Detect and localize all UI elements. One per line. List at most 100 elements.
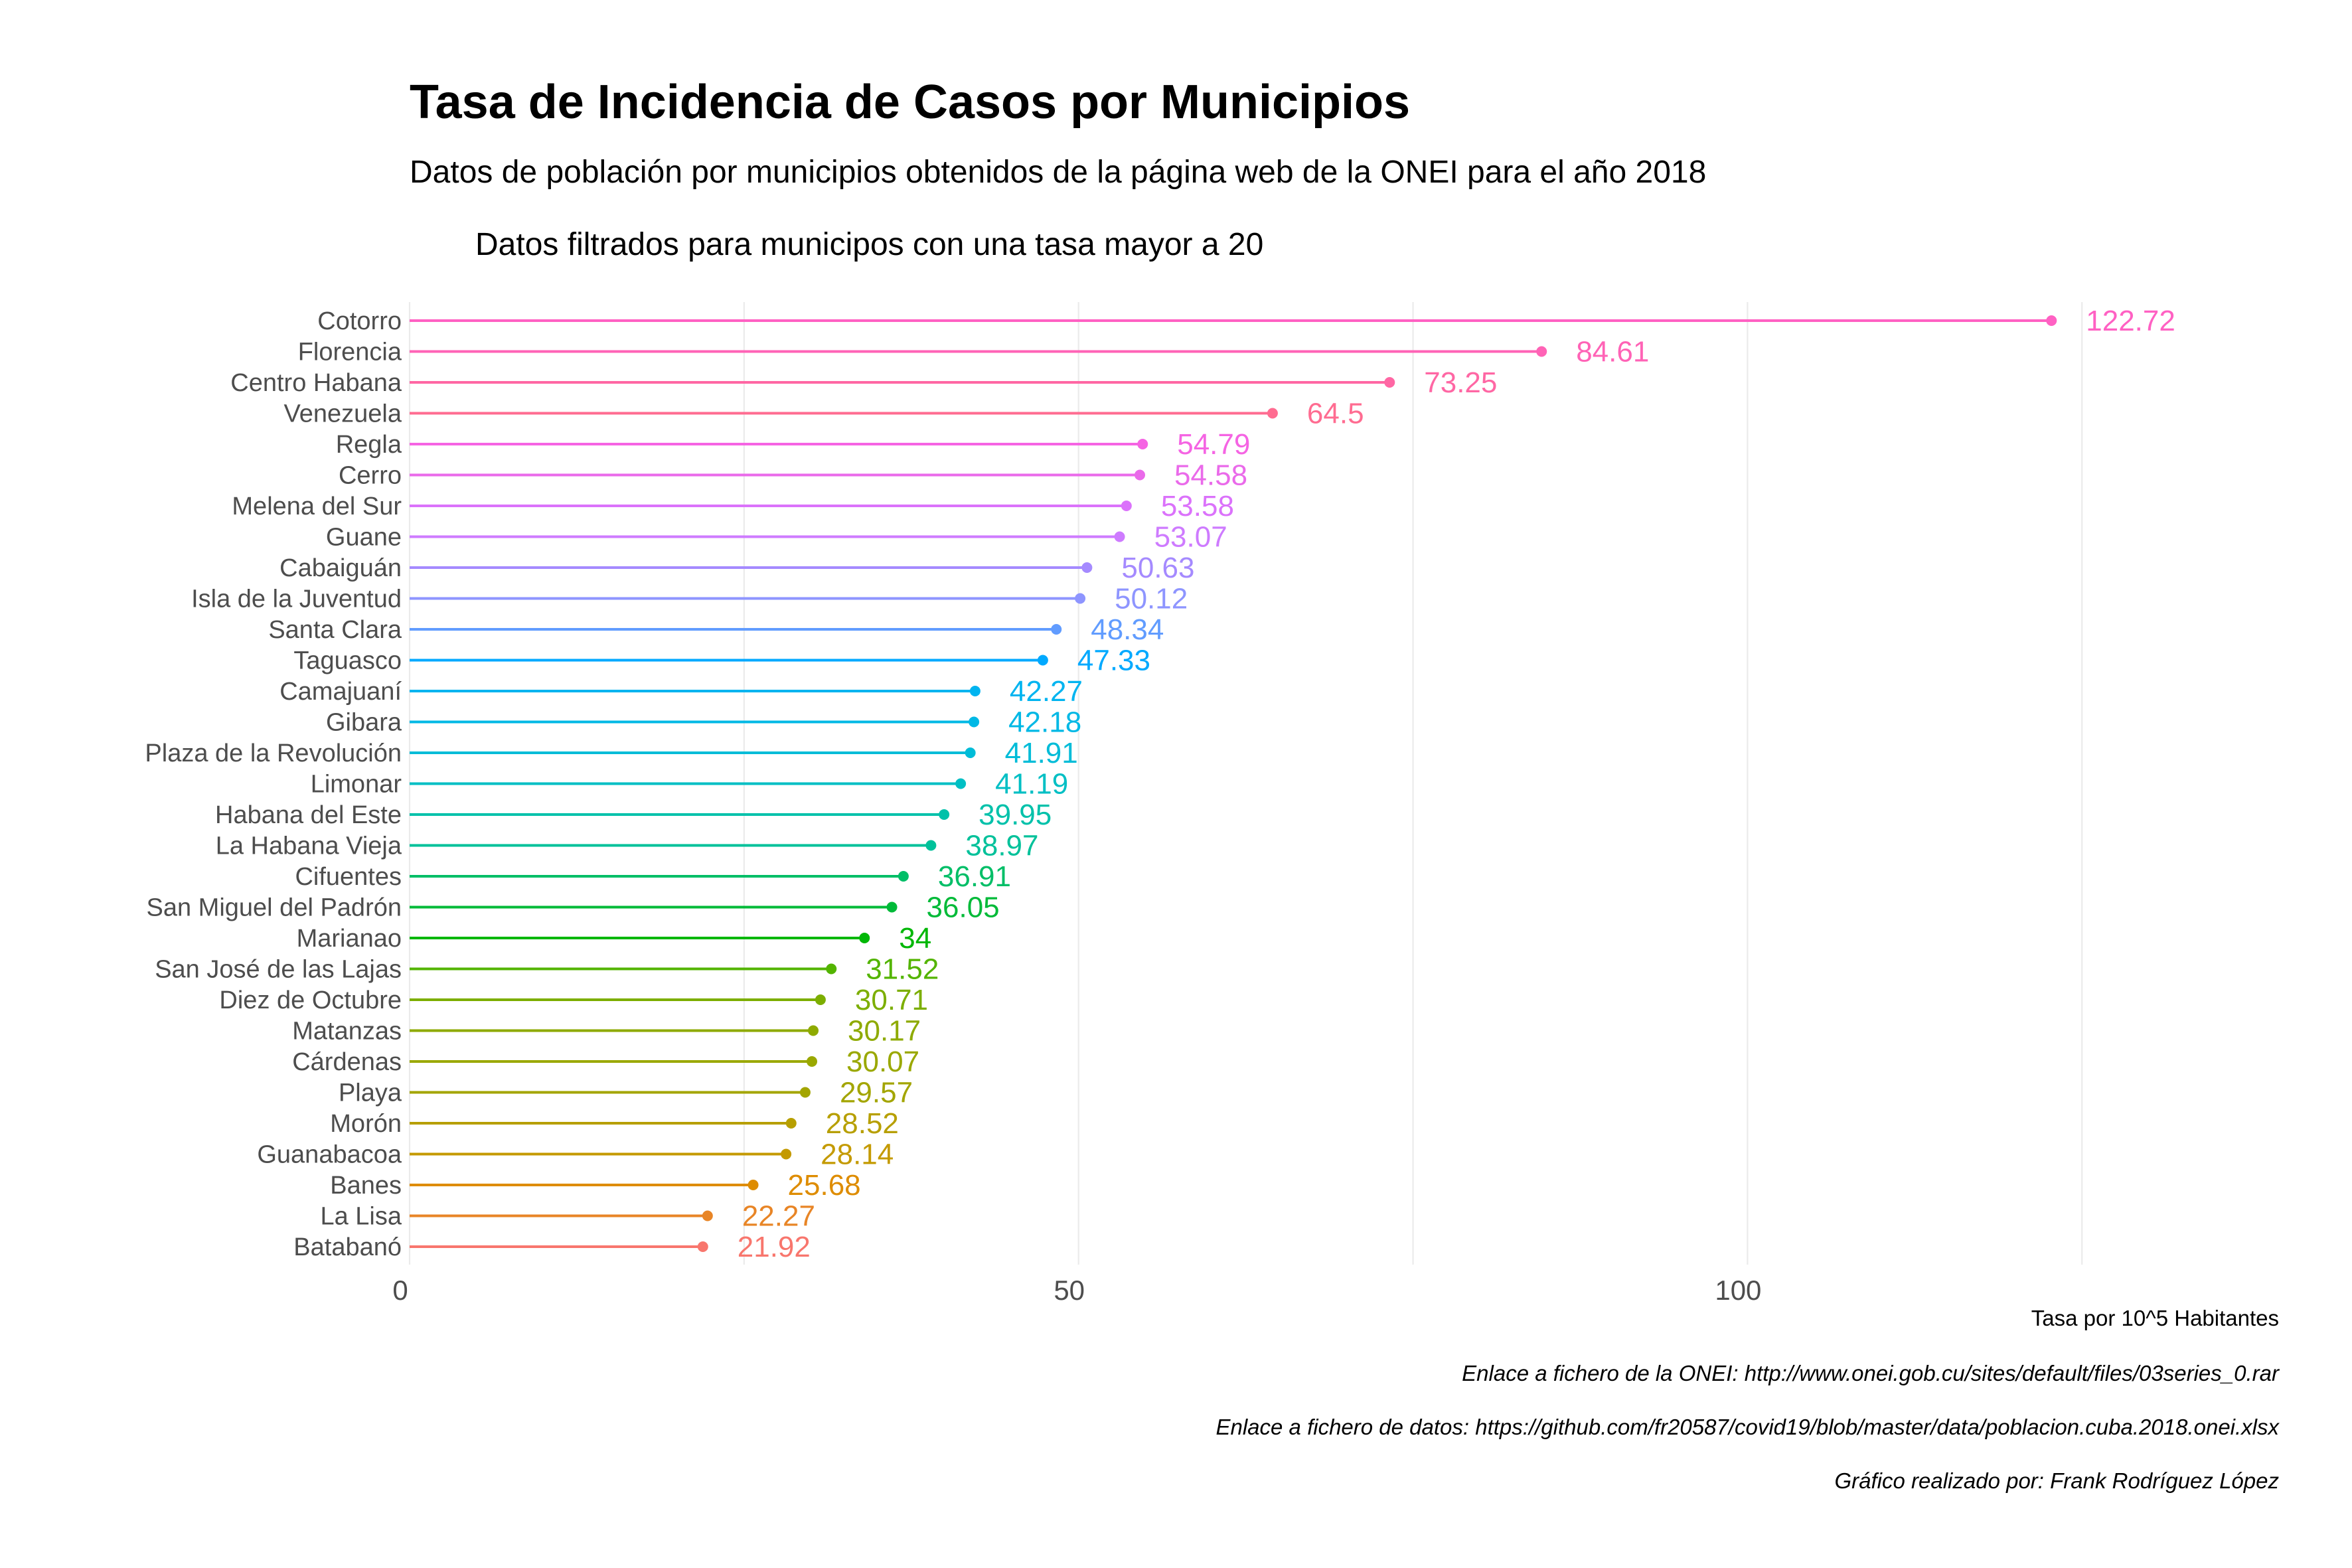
value-label: 42.18 [1008,706,1081,739]
caption-data-link: Enlace a fichero de datos: https://githu… [1215,1415,2280,1439]
y-tick-label: Cárdenas [292,1048,402,1076]
lollipop-point [785,1118,797,1129]
y-tick-label: Diez de Octubre [219,986,402,1014]
value-label: 50.63 [1121,552,1194,584]
y-tick-label: Cotorro [317,307,402,335]
lollipop-point [1536,346,1547,357]
y-tick-label: Centro Habana [230,369,402,397]
lollipop-point [781,1148,792,1160]
lollipop-point [2046,315,2057,326]
y-tick-label: Morón [330,1110,402,1138]
lollipop-marks: 122.72 84.61 73.25 64.5 54.7954.5853.5853.07… [410,305,2175,1263]
y-tick-label: Batabanó [293,1233,402,1261]
y-axis-tick-labels: Cotorro Florencia Centro Habana Venezuela Re… [145,307,402,1261]
value-label: 30.71 [855,984,928,1016]
y-tick-label: Cifuentes [295,863,402,891]
y-tick-label: Regla [336,431,402,459]
lollipop-point [1267,408,1278,419]
y-tick-label: La Habana Vieja [216,832,402,860]
lollipop-point [808,1025,819,1036]
lollipop-point [939,809,950,820]
y-tick-label: Isla de la Juventud [191,586,402,613]
value-label: 30.17 [848,1015,921,1048]
x-axis-tick-labels: 0 50 100 [392,1275,1761,1306]
lollipop-point [969,686,980,696]
lollipop-point [815,994,826,1005]
y-tick-label: Camajuaní [279,678,402,706]
value-label: 122.72 [2086,305,2175,337]
lollipop-point [925,840,937,851]
lollipop-point [1384,377,1395,388]
gridlines [408,302,2083,1265]
y-tick-label: Melena del Sur [232,493,402,520]
lollipop-point [702,1210,713,1221]
lollipop-point [697,1241,708,1252]
lollipop-point [955,778,967,789]
lollipop-point [1075,593,1086,604]
lollipop-point [886,902,898,913]
lollipop-point [747,1180,759,1190]
lollipop-point [969,716,980,728]
value-label: 25.68 [788,1169,861,1202]
lollipop-point [1137,439,1148,449]
value-label: 39.95 [979,799,1052,831]
lollipop-point [1037,655,1048,666]
lollipop-point [1121,501,1132,511]
value-label: 53.58 [1161,490,1234,522]
y-tick-label: Banes [330,1172,402,1200]
value-label: 36.05 [927,892,1000,924]
caption-author: Gráfico realizado por: Frank Rodríguez L… [1834,1468,2279,1493]
y-tick-label: Matanzas [292,1018,402,1046]
lollipop-point [807,1056,818,1067]
value-label: 73.25 [1424,366,1497,399]
lollipop-point [1134,469,1145,481]
y-tick-label: Playa [339,1079,402,1107]
value-label: 28.14 [821,1138,894,1171]
lollipop-point [965,747,976,758]
chart-subtitle-filter: Datos filtrados para municipos con una t… [475,227,1263,262]
value-label: 48.34 [1091,613,1164,646]
caption-onei-link: Enlace a fichero de la ONEI: http://www.… [1462,1361,2280,1385]
x-tick-label: 0 [392,1275,408,1306]
x-axis-label: Tasa por 10^5 Habitantes [2031,1306,2279,1330]
x-tick-label: 50 [1054,1275,1085,1306]
value-label: 54.79 [1177,428,1250,461]
value-label: 34 [899,922,931,955]
lollipop-point [826,963,837,975]
y-tick-label: Santa Clara [268,616,402,644]
y-tick-label: San Miguel del Padrón [147,894,402,922]
value-label: 31.52 [866,953,939,986]
value-label: 47.33 [1077,645,1150,677]
y-tick-label: Guanabacoa [257,1141,402,1169]
value-label: 21.92 [738,1231,811,1263]
chart-title: Tasa de Incidencia de Casos por Municipi… [410,76,1410,129]
lollipop-point [1114,531,1125,542]
lollipop-point [799,1087,811,1098]
y-tick-label: San José de las Lajas [155,956,402,984]
chart-subtitle: Datos de población por municipios obteni… [410,155,1706,190]
value-label: 22.27 [742,1200,815,1233]
value-label: 29.57 [840,1077,913,1109]
y-tick-label: Florencia [298,339,402,366]
value-label: 64.5 [1307,398,1364,430]
value-label: 38.97 [965,830,1038,862]
y-tick-label: Marianao [297,925,402,953]
y-tick-label: Guane [326,524,402,552]
y-tick-label: La Lisa [320,1203,402,1231]
value-label: 54.58 [1174,459,1247,492]
y-tick-label: Gibara [326,709,402,737]
value-label: 41.91 [1005,737,1078,769]
y-tick-label: Habana del Este [215,801,402,829]
y-tick-label: Cerro [339,462,402,490]
x-tick-label: 100 [1715,1275,1761,1306]
value-label: 36.91 [938,860,1011,893]
value-label: 53.07 [1154,521,1227,554]
lollipop-point [859,933,870,943]
y-tick-label: Venezuela [284,400,402,428]
lollipop-point [898,871,909,882]
lollipop-point [1051,624,1062,635]
value-label: 84.61 [1576,336,1649,368]
value-label: 42.27 [1010,675,1083,708]
lollipop-point [1081,562,1093,573]
